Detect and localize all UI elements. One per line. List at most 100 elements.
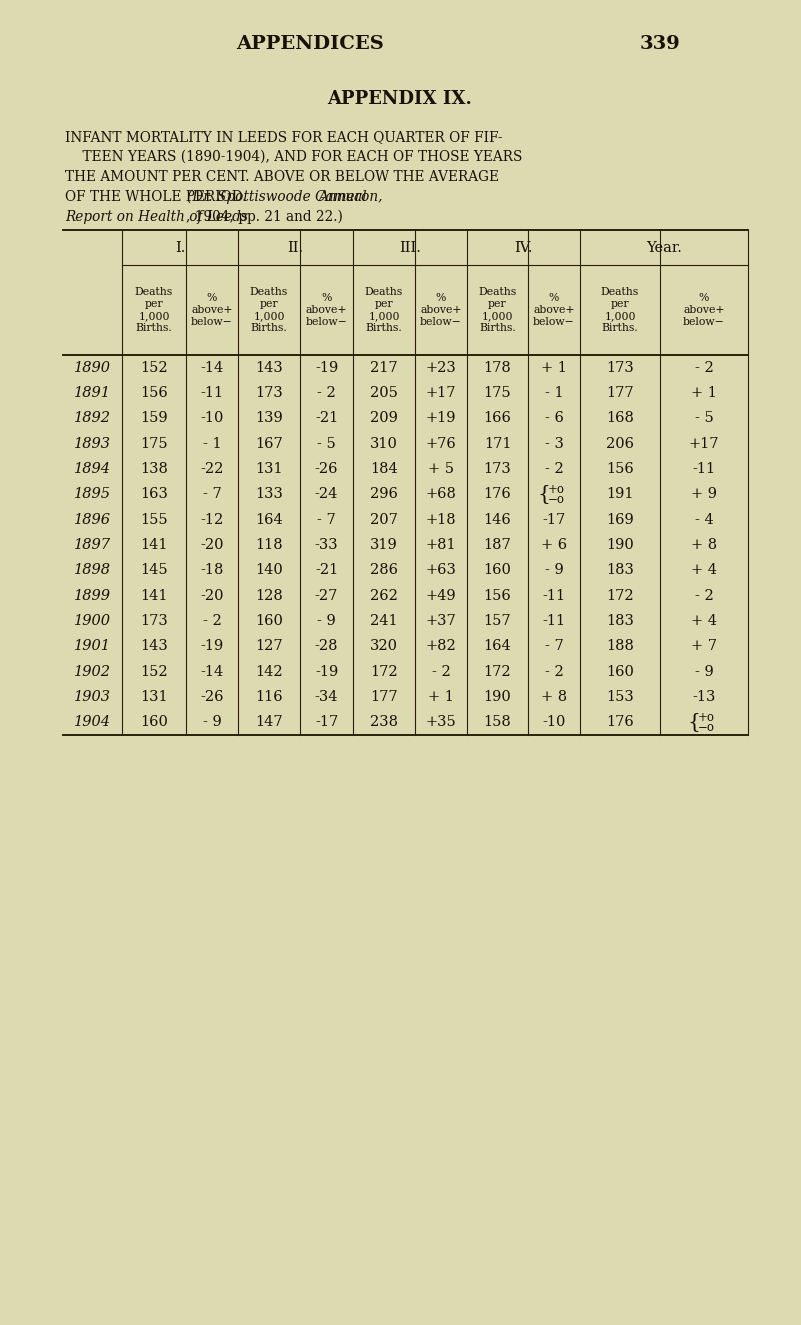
Text: -13: -13 bbox=[692, 690, 715, 704]
Text: , 1904, pp. 21 and 22.): , 1904, pp. 21 and 22.) bbox=[187, 209, 343, 224]
Text: 175: 175 bbox=[140, 437, 168, 450]
Text: (Dr. Spottiswoode Cameron,: (Dr. Spottiswoode Cameron, bbox=[187, 189, 387, 204]
Text: 191: 191 bbox=[606, 488, 634, 501]
Text: 164: 164 bbox=[484, 640, 511, 653]
Text: %
above+
below−: % above+ below− bbox=[306, 293, 348, 327]
Text: 1898: 1898 bbox=[74, 563, 111, 578]
Text: - 3: - 3 bbox=[545, 437, 563, 450]
Text: 262: 262 bbox=[370, 588, 398, 603]
Text: 1895: 1895 bbox=[74, 488, 111, 501]
Text: +63: +63 bbox=[425, 563, 457, 578]
Text: -17: -17 bbox=[315, 716, 338, 729]
Text: 187: 187 bbox=[484, 538, 511, 553]
Text: - 1: - 1 bbox=[203, 437, 221, 450]
Text: 320: 320 bbox=[370, 640, 398, 653]
Text: -34: -34 bbox=[315, 690, 338, 704]
Text: 152: 152 bbox=[140, 360, 168, 375]
Text: - 9: - 9 bbox=[694, 665, 714, 678]
Text: 206: 206 bbox=[606, 437, 634, 450]
Text: 172: 172 bbox=[606, 588, 634, 603]
Text: 176: 176 bbox=[606, 716, 634, 729]
Text: + 1: + 1 bbox=[541, 360, 567, 375]
Text: - 2: - 2 bbox=[432, 665, 450, 678]
Text: %
above+
below−: % above+ below− bbox=[421, 293, 462, 327]
Text: 158: 158 bbox=[484, 716, 511, 729]
Text: +82: +82 bbox=[425, 640, 457, 653]
Text: +37: +37 bbox=[425, 613, 457, 628]
Text: -20: -20 bbox=[200, 538, 223, 553]
Text: + 5: + 5 bbox=[428, 462, 454, 476]
Text: APPENDIX IX.: APPENDIX IX. bbox=[328, 90, 473, 109]
Text: −o: −o bbox=[698, 721, 714, 734]
Text: 241: 241 bbox=[370, 613, 398, 628]
Text: - 2: - 2 bbox=[545, 665, 563, 678]
Text: 296: 296 bbox=[370, 488, 398, 501]
Text: - 1: - 1 bbox=[545, 386, 563, 400]
Text: 1893: 1893 bbox=[74, 437, 111, 450]
Text: 143: 143 bbox=[140, 640, 168, 653]
Text: 1900: 1900 bbox=[74, 613, 111, 628]
Text: 184: 184 bbox=[370, 462, 398, 476]
Text: %
above+
below−: % above+ below− bbox=[683, 293, 725, 327]
Text: 156: 156 bbox=[484, 588, 511, 603]
Text: -26: -26 bbox=[200, 690, 223, 704]
Text: 127: 127 bbox=[256, 640, 283, 653]
Text: - 7: - 7 bbox=[203, 488, 221, 501]
Text: +23: +23 bbox=[425, 360, 457, 375]
Text: -10: -10 bbox=[200, 411, 223, 425]
Text: 1894: 1894 bbox=[74, 462, 111, 476]
Text: + 9: + 9 bbox=[691, 488, 717, 501]
Text: Deaths
per
1,000
Births.: Deaths per 1,000 Births. bbox=[478, 288, 517, 333]
Text: Deaths
per
1,000
Births.: Deaths per 1,000 Births. bbox=[250, 288, 288, 333]
Text: 176: 176 bbox=[484, 488, 511, 501]
Text: 188: 188 bbox=[606, 640, 634, 653]
Text: 190: 190 bbox=[484, 690, 511, 704]
Text: + 4: + 4 bbox=[691, 613, 717, 628]
Text: 1901: 1901 bbox=[74, 640, 111, 653]
Text: 167: 167 bbox=[256, 437, 283, 450]
Text: 217: 217 bbox=[370, 360, 398, 375]
Text: 1891: 1891 bbox=[74, 386, 111, 400]
Text: - 2: - 2 bbox=[203, 613, 221, 628]
Text: -24: -24 bbox=[315, 488, 338, 501]
Text: -33: -33 bbox=[315, 538, 338, 553]
Text: -27: -27 bbox=[315, 588, 338, 603]
Text: 172: 172 bbox=[370, 665, 398, 678]
Text: 310: 310 bbox=[370, 437, 398, 450]
Text: %
above+
below−: % above+ below− bbox=[191, 293, 233, 327]
Text: %
above+
below−: % above+ below− bbox=[533, 293, 575, 327]
Text: 173: 173 bbox=[484, 462, 511, 476]
Text: 153: 153 bbox=[606, 690, 634, 704]
Text: + 1: + 1 bbox=[691, 386, 717, 400]
Text: Deaths
per
1,000
Births.: Deaths per 1,000 Births. bbox=[135, 288, 173, 333]
Text: 238: 238 bbox=[370, 716, 398, 729]
Text: 177: 177 bbox=[370, 690, 398, 704]
Text: -28: -28 bbox=[315, 640, 338, 653]
Text: 172: 172 bbox=[484, 665, 511, 678]
Text: 1902: 1902 bbox=[74, 665, 111, 678]
Text: +17: +17 bbox=[426, 386, 457, 400]
Text: APPENDICES: APPENDICES bbox=[236, 34, 384, 53]
Text: 173: 173 bbox=[140, 613, 168, 628]
Text: - 6: - 6 bbox=[545, 411, 563, 425]
Text: - 7: - 7 bbox=[545, 640, 563, 653]
Text: 168: 168 bbox=[606, 411, 634, 425]
Text: +18: +18 bbox=[425, 513, 457, 526]
Text: 131: 131 bbox=[256, 462, 283, 476]
Text: - 9: - 9 bbox=[203, 716, 221, 729]
Text: 160: 160 bbox=[140, 716, 168, 729]
Text: Deaths
per
1,000
Births.: Deaths per 1,000 Births. bbox=[601, 288, 639, 333]
Text: +19: +19 bbox=[426, 411, 457, 425]
Text: 133: 133 bbox=[255, 488, 283, 501]
Text: 118: 118 bbox=[256, 538, 283, 553]
Text: 171: 171 bbox=[484, 437, 511, 450]
Text: 1890: 1890 bbox=[74, 360, 111, 375]
Text: 157: 157 bbox=[484, 613, 511, 628]
Text: Report on Health of Leeds: Report on Health of Leeds bbox=[65, 209, 248, 224]
Text: 131: 131 bbox=[140, 690, 168, 704]
Text: 166: 166 bbox=[484, 411, 511, 425]
Text: -14: -14 bbox=[200, 360, 223, 375]
Text: - 2: - 2 bbox=[317, 386, 336, 400]
Text: - 2: - 2 bbox=[694, 360, 714, 375]
Text: 173: 173 bbox=[256, 386, 283, 400]
